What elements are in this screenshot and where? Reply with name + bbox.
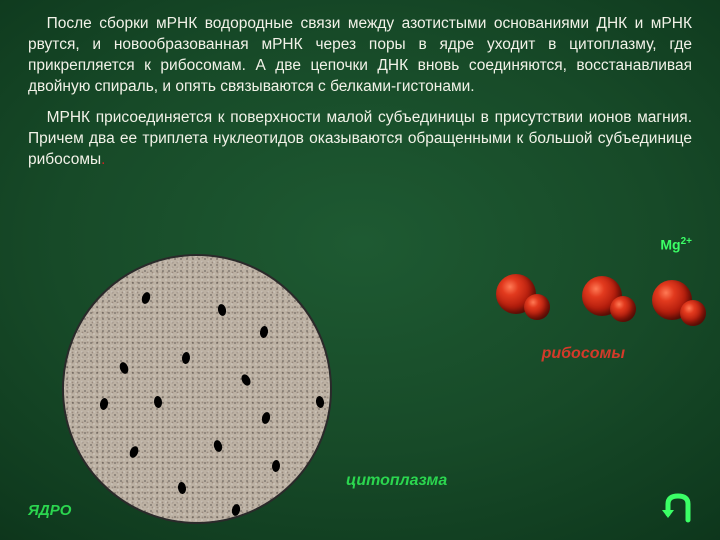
nav-return-button[interactable] xyxy=(658,492,698,524)
label-mg-ion: Mg2+ xyxy=(660,236,692,253)
label-mg-sup: 2+ xyxy=(681,236,692,247)
paragraph-1: После сборки мРНК водородные связи между… xyxy=(28,14,692,98)
label-ribosomes: рибосомы xyxy=(542,345,625,363)
label-cytoplasm: цитоплазма xyxy=(346,472,447,490)
paragraph-2-text: МРНК присоединяется к поверхности малой … xyxy=(28,109,692,168)
slide-content: После сборки мРНК водородные связи между… xyxy=(0,0,720,540)
paragraph-2: МРНК присоединяется к поверхности малой … xyxy=(28,108,692,171)
paragraph-2-dot: . xyxy=(101,151,105,168)
label-nucleus: ЯДРО xyxy=(28,502,71,519)
u-turn-arrow-icon xyxy=(658,492,698,524)
label-mg-text: Mg xyxy=(660,237,680,253)
